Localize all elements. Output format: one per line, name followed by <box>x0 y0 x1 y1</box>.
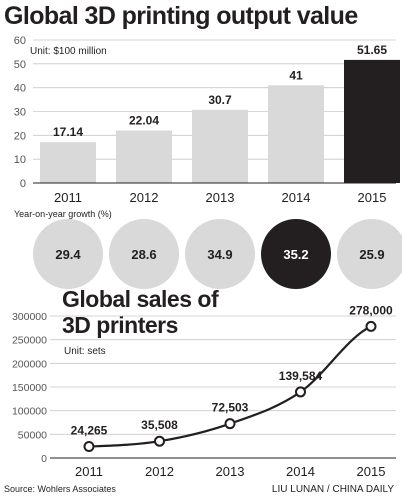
growth-value-label: 35.2 <box>283 247 308 262</box>
bar-value-label: 22.04 <box>129 113 159 127</box>
bar-x-tick-label: 2015 <box>358 190 387 205</box>
growth-circle <box>33 219 103 289</box>
sales-point <box>224 418 236 430</box>
sales-point <box>154 435 165 447</box>
output-unit-label: Unit: $100 million <box>30 46 107 57</box>
bar-y-tick-label: 10 <box>14 154 26 166</box>
bar-x-tick-label: 2014 <box>282 190 311 205</box>
bar-x-tick-label: 2011 <box>54 190 82 205</box>
credit-note: LIU LUNAN / CHINA DAILY <box>271 484 394 495</box>
sales-point <box>295 386 306 398</box>
line-y-tick-label: 100000 <box>12 406 47 418</box>
growth-value-label: 28.6 <box>131 247 156 262</box>
line-y-tick-label: 0 <box>41 453 47 465</box>
bar-y-tick-label: 30 <box>14 107 26 119</box>
sales-value-label: 24,265 <box>71 424 108 438</box>
sales-value-label: 72,503 <box>212 401 249 415</box>
bar-y-tick-label: 0 <box>20 178 26 190</box>
bar <box>344 59 400 183</box>
growth-circle <box>109 219 179 289</box>
bar <box>116 130 172 183</box>
output-chart-title: Global 3D printing output value <box>4 2 358 30</box>
bar <box>40 142 96 183</box>
line-x-tick-label: 2012 <box>145 464 174 479</box>
line-y-tick-label: 50000 <box>18 429 47 441</box>
line-x-tick-label: 2015 <box>357 464 386 479</box>
source-note: Source: Wohlers Associates <box>4 484 116 494</box>
line-x-tick-label: 2014 <box>286 464 315 479</box>
bar-y-tick-label: 40 <box>14 83 26 95</box>
line-y-tick-label: 300000 <box>12 311 47 323</box>
sales-value-label: 35,508 <box>141 418 178 432</box>
growth-value-label: 29.4 <box>55 247 81 262</box>
line-y-tick-label: 250000 <box>12 335 47 347</box>
line-x-tick-label: 2011 <box>75 464 103 479</box>
growth-value-label: 34.9 <box>207 247 232 262</box>
sales-point <box>365 320 377 332</box>
bar-value-label: 17.14 <box>53 125 83 139</box>
bar <box>268 85 324 183</box>
sales-value-label: 278,000 <box>349 303 393 317</box>
bar-x-tick-label: 2013 <box>206 190 235 205</box>
bar-value-label: 51.65 <box>357 43 387 57</box>
sales-value-label: 139,584 <box>279 369 323 383</box>
sales-unit-label: Unit: sets <box>64 346 106 357</box>
line-x-tick-label: 2013 <box>216 464 245 479</box>
bar-value-label: 41 <box>289 68 303 82</box>
sales-point <box>83 441 95 453</box>
bar-y-tick-label: 20 <box>14 130 26 142</box>
bar-x-tick-label: 2012 <box>130 190 159 205</box>
sales-title-line-1: Global sales of <box>62 286 219 312</box>
line-y-tick-label: 150000 <box>12 382 47 394</box>
growth-circle <box>185 219 255 289</box>
bar-y-tick-label: 60 <box>14 35 26 47</box>
growth-value-label: 25.9 <box>359 247 384 262</box>
bar-y-tick-label: 50 <box>14 59 26 71</box>
bar-value-label: 30.7 <box>208 93 232 107</box>
growth-circle <box>337 219 402 289</box>
line-y-tick-label: 200000 <box>12 358 47 370</box>
growth-label: Year-on-year growth (%) <box>14 209 112 219</box>
bar <box>192 109 248 183</box>
growth-circle <box>261 219 331 289</box>
